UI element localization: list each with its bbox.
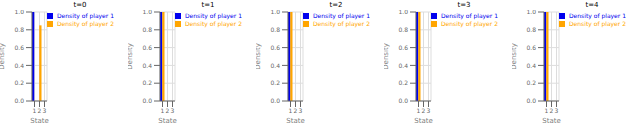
svg-text:1: 1 (161, 107, 165, 114)
svg-text:0.6: 0.6 (398, 44, 408, 51)
svg-text:3: 3 (427, 107, 431, 114)
svg-text:1.0: 1.0 (398, 10, 408, 15)
svg-text:0.0: 0.0 (142, 97, 152, 104)
svg-text:0.4: 0.4 (14, 62, 24, 69)
svg-text:0.2: 0.2 (526, 79, 536, 86)
svg-text:0.8: 0.8 (142, 26, 152, 33)
svg-text:2: 2 (166, 107, 170, 114)
svg-text:0.6: 0.6 (526, 44, 536, 51)
svg-text:1: 1 (417, 107, 421, 114)
svg-text:0.4: 0.4 (526, 62, 536, 69)
svg-text:1: 1 (33, 107, 37, 114)
svg-text:0.0: 0.0 (398, 97, 408, 104)
svg-text:State: State (542, 117, 561, 123)
svg-text:0.6: 0.6 (142, 44, 152, 51)
svg-text:0.6: 0.6 (270, 44, 280, 51)
svg-text:3: 3 (171, 107, 175, 114)
svg-text:0.2: 0.2 (398, 79, 408, 86)
html-text:Density of player 1: Density of player 1 (185, 12, 242, 19)
svg-text:0.2: 0.2 (142, 79, 152, 86)
svg-text:2: 2 (38, 107, 42, 114)
svg-text:0.4: 0.4 (142, 62, 152, 69)
html-text:Density of player 2: Density of player 2 (441, 20, 498, 27)
svg-text:1.0: 1.0 (14, 10, 24, 15)
svg-text:0.8: 0.8 (526, 26, 536, 33)
svg-text:1: 1 (545, 107, 549, 114)
svg-text:0.4: 0.4 (270, 62, 280, 69)
svg-text:0.0: 0.0 (270, 97, 280, 104)
html-text:t=3: t=3 (457, 1, 471, 9)
svg-text:State: State (158, 117, 177, 123)
svg-text:1.0: 1.0 (142, 10, 152, 15)
html-text:Density of player 2: Density of player 2 (57, 20, 114, 27)
svg-text:0.8: 0.8 (398, 26, 408, 33)
svg-text:3: 3 (555, 107, 559, 114)
svg-text:2: 2 (550, 107, 554, 114)
html-text:t=4: t=4 (585, 1, 599, 9)
svg-text:Density: Density (384, 43, 390, 70)
html-text:Density of player 1: Density of player 1 (441, 12, 498, 19)
svg-text:State: State (286, 117, 305, 123)
svg-text:1: 1 (289, 107, 293, 114)
svg-text:0.0: 0.0 (14, 97, 24, 104)
svg-text:State: State (30, 117, 49, 123)
svg-text:Density: Density (512, 43, 518, 70)
svg-text:0.6: 0.6 (14, 44, 24, 51)
html-text:Density of player 1: Density of player 1 (313, 12, 370, 19)
svg-text:0.8: 0.8 (270, 26, 280, 33)
html-text:t=1: t=1 (201, 1, 215, 9)
svg-text:0.2: 0.2 (14, 79, 24, 86)
svg-text:State: State (414, 117, 433, 123)
html-text:t=0: t=0 (73, 1, 87, 9)
html-text:t=2: t=2 (329, 1, 343, 9)
svg-text:0.2: 0.2 (270, 79, 280, 86)
svg-text:Density: Density (128, 43, 134, 70)
svg-text:2: 2 (294, 107, 298, 114)
html-text:Density of player 2: Density of player 2 (185, 20, 242, 27)
html-text:Density of player 1: Density of player 1 (569, 12, 626, 19)
svg-text:3: 3 (299, 107, 303, 114)
html-text:Density of player 1: Density of player 1 (57, 12, 114, 19)
svg-text:1.0: 1.0 (270, 10, 280, 15)
svg-text:2: 2 (422, 107, 426, 114)
svg-text:1.0: 1.0 (526, 10, 536, 15)
html-text:Density of player 2: Density of player 2 (313, 20, 370, 27)
svg-text:0.4: 0.4 (398, 62, 408, 69)
svg-text:Density: Density (256, 43, 262, 70)
html-text:Density of player 2: Density of player 2 (569, 20, 626, 27)
svg-text:0.0: 0.0 (526, 97, 536, 104)
svg-text:0.8: 0.8 (14, 26, 24, 33)
svg-text:3: 3 (43, 107, 47, 114)
